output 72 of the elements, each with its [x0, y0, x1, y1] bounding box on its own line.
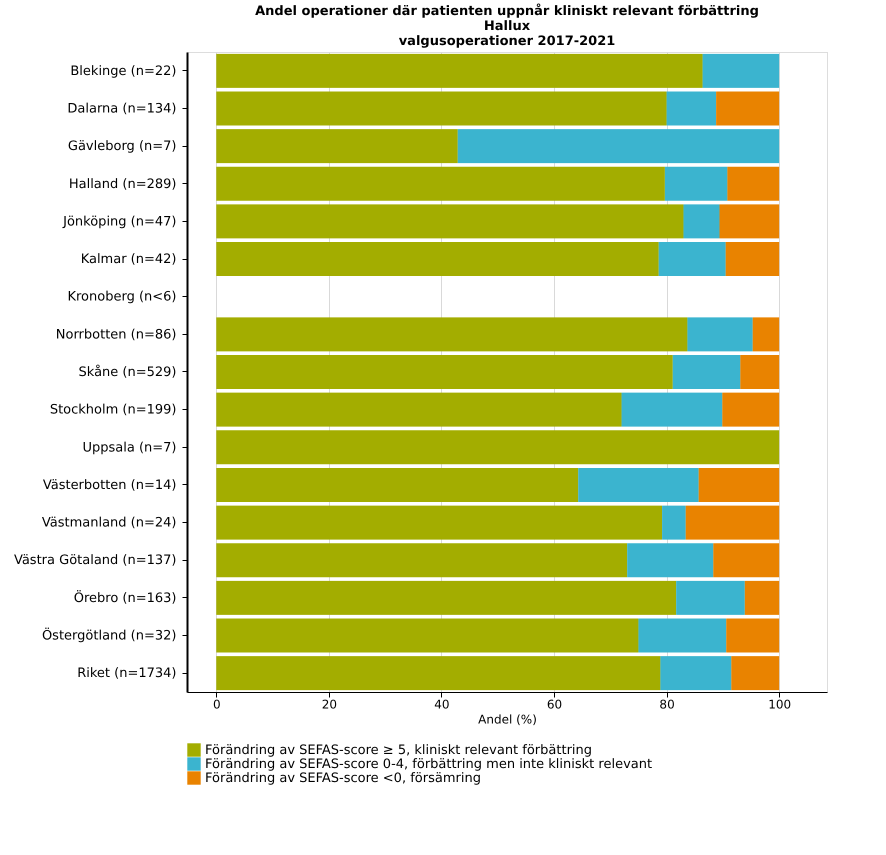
y-tick-label: Uppsala (n=7) [82, 440, 176, 456]
x-axis-title: Andel (%) [478, 712, 537, 726]
bar [722, 392, 780, 427]
bar [216, 129, 458, 164]
y-tick-label: Jönköping (n=47) [62, 214, 176, 230]
x-tick-label: 0 [212, 698, 221, 712]
bar [622, 392, 722, 427]
bar [216, 317, 688, 352]
bar [666, 91, 716, 126]
bar [702, 54, 780, 88]
y-tick-label: Riket (n=1734) [77, 666, 176, 682]
y-tick-label: Västmanland (n=24) [42, 516, 176, 531]
bar [726, 242, 780, 276]
bar [216, 91, 667, 126]
bar [713, 543, 780, 578]
bar [752, 317, 780, 352]
chart-title: Andel operationer där patienten uppnår kliniskt relevant förbättring Hallux valgusoperationer 2017-2021 [255, 3, 759, 49]
x-tick-label: 60 [546, 698, 562, 712]
y-tick-label: Östergötland (n=32) [42, 628, 176, 644]
bar [719, 204, 780, 238]
y-tick-label: Blekinge (n=22) [70, 64, 176, 79]
bar [698, 468, 780, 502]
bar [216, 242, 659, 276]
bar [727, 166, 780, 201]
bar [740, 355, 780, 389]
y-tick-label: Stockholm (n=199) [50, 402, 176, 418]
bar [458, 129, 780, 164]
x-tick-label: 80 [659, 698, 675, 712]
bar [216, 656, 660, 690]
bar [216, 618, 638, 653]
y-tick-label: Norrbotten (n=86) [56, 327, 176, 342]
bar [216, 468, 578, 502]
bar [638, 618, 726, 653]
legend-label: Förändring av SEFAS-score 0-4, förbättring men inte kliniskt relevant [205, 757, 652, 772]
y-tick-label: Kronoberg (n<6) [67, 290, 176, 305]
bar [578, 468, 699, 502]
bar [216, 54, 703, 88]
x-tick-label: 20 [322, 698, 337, 712]
bar [658, 242, 726, 276]
bar [216, 580, 676, 615]
bar [216, 355, 673, 389]
bar [716, 91, 780, 126]
y-tick-label: Gävleborg (n=7) [68, 139, 176, 154]
y-tick-label: Dalarna (n=134) [67, 101, 176, 116]
x-tick-label: 40 [434, 698, 450, 712]
bar [664, 166, 728, 201]
bar [662, 506, 686, 540]
bar [216, 430, 780, 464]
bar [687, 317, 753, 352]
bar [676, 580, 745, 615]
bar [216, 166, 665, 201]
bar [216, 392, 622, 427]
bar [672, 355, 740, 389]
legend-label: Förändring av SEFAS-score <0, försämring [205, 771, 481, 786]
bar [660, 656, 732, 690]
bar [683, 204, 720, 238]
x-tick-label: 100 [768, 698, 792, 712]
bar [731, 656, 780, 690]
y-tick-label: Halland (n=289) [68, 176, 176, 192]
y-tick-label: Kalmar (n=42) [80, 252, 176, 268]
y-tick-label: Västra Götaland (n=137) [14, 553, 176, 568]
bar [216, 204, 684, 238]
bar [686, 506, 780, 540]
legend-label: Förändring av SEFAS-score ≥ 5, kliniskt relevant förbättring [205, 743, 592, 758]
bar [216, 543, 628, 578]
bar [216, 506, 662, 540]
y-tick-label: Västerbotten (n=14) [42, 478, 176, 493]
bar [744, 580, 780, 615]
y-tick-label: Skåne (n=529) [78, 364, 176, 380]
bar [726, 618, 780, 653]
y-tick-label: Örebro (n=163) [74, 590, 176, 606]
bar [627, 543, 714, 578]
